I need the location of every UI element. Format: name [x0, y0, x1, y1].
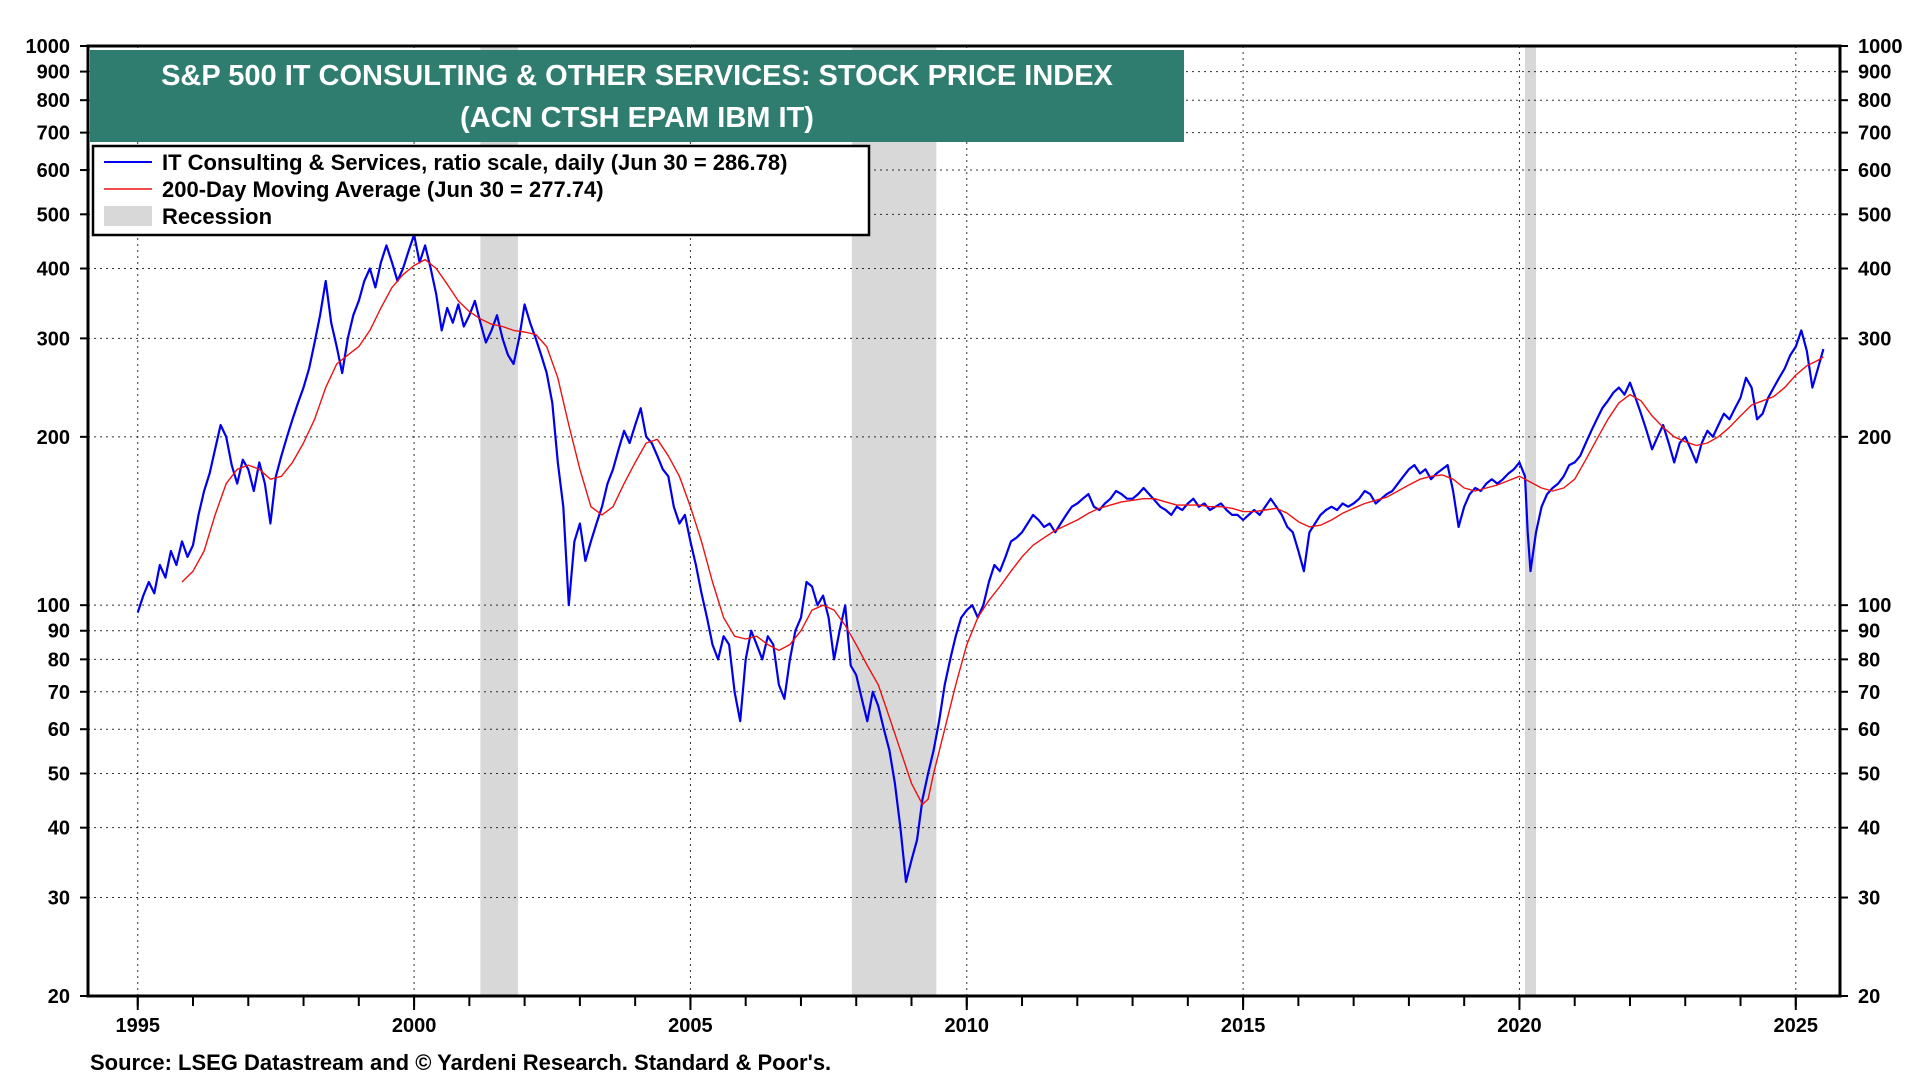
legend-label-recession: Recession	[162, 204, 272, 229]
series-lines	[136, 233, 1825, 883]
y-tick-label-left: 90	[48, 621, 70, 643]
plot-frame	[86, 44, 1842, 998]
y-tick-label-left: 900	[37, 62, 70, 84]
y-tick-label-left: 30	[48, 888, 70, 910]
y-tick-label-left: 500	[37, 204, 70, 226]
y-tick-label-right: 800	[1858, 90, 1891, 112]
y-tick-label-right: 40	[1858, 818, 1880, 840]
y-tick-label-left: 70	[48, 682, 70, 704]
y-tick-label-right: 900	[1858, 62, 1891, 84]
y-tick-label-right: 300	[1858, 328, 1891, 350]
y-tick-label-right: 200	[1858, 427, 1891, 449]
y-tick-label-right: 400	[1858, 259, 1891, 281]
x-tick-label: 2005	[668, 1015, 713, 1037]
y-tick-label-right: 700	[1858, 123, 1891, 145]
chart-source-note: Source: LSEG Datastream and © Yardeni Re…	[90, 1050, 831, 1075]
chart-title-line-1: S&P 500 IT CONSULTING & OTHER SERVICES: …	[161, 60, 1113, 92]
series-line-it-consulting	[136, 233, 1825, 883]
title-background	[90, 50, 1184, 142]
y-tick-label-right: 50	[1858, 763, 1880, 785]
legend-label-series-1: IT Consulting & Services, ratio scale, d…	[162, 150, 787, 175]
y-tick-label-left: 700	[37, 123, 70, 145]
y-tick-label-left: 60	[48, 719, 70, 741]
y-tick-label-right: 70	[1858, 682, 1880, 704]
y-tick-label-left: 400	[37, 259, 70, 281]
y-tick-label-left: 800	[37, 90, 70, 112]
x-tick-label: 2000	[392, 1015, 437, 1037]
legend-label-series-2: 200-Day Moving Average (Jun 30 = 277.74)	[162, 177, 604, 202]
series-line-moving-average	[181, 258, 1824, 806]
y-tick-label-right: 60	[1858, 719, 1880, 741]
y-tick-label-right: 20	[1858, 986, 1880, 1008]
y-tick-label-right: 90	[1858, 621, 1880, 643]
x-tick-label: 2015	[1221, 1015, 1266, 1037]
legend: IT Consulting & Services, ratio scale, d…	[91, 144, 871, 237]
y-tick-label-left: 50	[48, 763, 70, 785]
y-tick-label-right: 30	[1858, 888, 1880, 910]
y-tick-label-left: 600	[37, 160, 70, 182]
legend-swatch-recession	[104, 206, 152, 226]
x-tick-label: 1995	[115, 1015, 160, 1037]
y-tick-label-left: 200	[37, 427, 70, 449]
y-tick-label-left: 80	[48, 649, 70, 671]
y-tick-label-left: 300	[37, 328, 70, 350]
y-tick-label-left: 100	[37, 595, 70, 617]
x-tick-label: 2020	[1497, 1015, 1542, 1037]
y-tick-label-right: 100	[1858, 595, 1891, 617]
y-tick-label-left: 1000	[26, 36, 71, 58]
y-tick-label-right: 80	[1858, 649, 1880, 671]
chart-title-line-2: (ACN CTSH EPAM IBM IT)	[460, 102, 814, 134]
chart-title-box: S&P 500 IT CONSULTING & OTHER SERVICES: …	[90, 50, 1184, 142]
x-tick-label: 2025	[1774, 1015, 1819, 1037]
y-tick-label-right: 500	[1858, 204, 1891, 226]
x-tick-label: 2010	[945, 1015, 990, 1037]
y-tick-label-left: 20	[48, 986, 70, 1008]
recession-band-3	[1524, 46, 1537, 996]
y-tick-label-right: 1000	[1858, 36, 1903, 58]
legend-box	[91, 144, 871, 237]
y-tick-label-right: 600	[1858, 160, 1891, 182]
y-tick-label-left: 40	[48, 818, 70, 840]
